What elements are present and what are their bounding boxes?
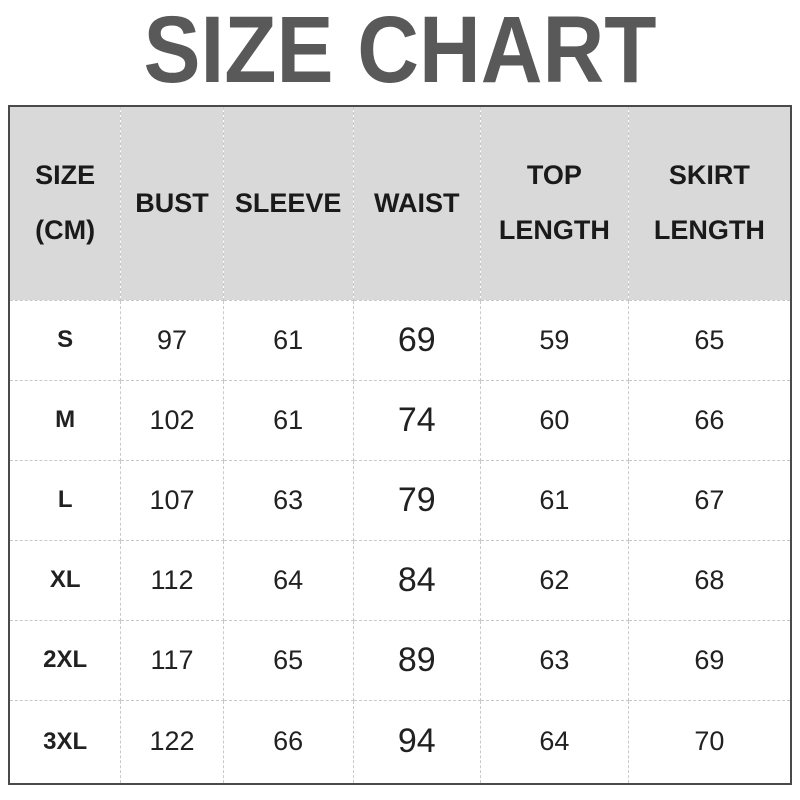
- value-cell: 66: [627, 379, 792, 461]
- size-cell: S: [8, 299, 122, 381]
- size-cell: XL: [8, 539, 122, 621]
- table-row: 2XL 117 65 89 63 69: [8, 619, 792, 701]
- header-line: (CM): [35, 215, 96, 246]
- value-cell: 97: [120, 299, 224, 381]
- value-cell: 62: [480, 539, 629, 621]
- header-line: LENGTH: [498, 215, 610, 246]
- value-cell: 107: [120, 459, 224, 541]
- value-cell: 69: [627, 619, 792, 701]
- value-cell: 117: [120, 619, 224, 701]
- value-cell: 84: [352, 539, 482, 621]
- value-cell: 63: [222, 459, 354, 541]
- table-row: L 107 63 79 61 67: [8, 459, 792, 541]
- header-row: SIZE (CM) BUST SLEEVE WAIST TOP LEN: [8, 105, 792, 301]
- value-cell: 64: [222, 539, 354, 621]
- value-cell: 64: [480, 699, 629, 785]
- value-cell: 68: [627, 539, 792, 621]
- table-row: S 97 61 69 59 65: [8, 299, 792, 381]
- value-cell: 61: [222, 299, 354, 381]
- value-cell: 70: [627, 699, 792, 785]
- header-line: BUST: [135, 187, 209, 218]
- value-cell: 60: [480, 379, 629, 461]
- size-cell: M: [8, 379, 122, 461]
- header-waist: WAIST: [352, 105, 482, 301]
- table-row: 3XL 122 66 94 64 70: [8, 699, 792, 785]
- value-cell: 66: [222, 699, 354, 785]
- value-cell: 59: [480, 299, 629, 381]
- value-cell: 122: [120, 699, 224, 785]
- table-row: XL 112 64 84 62 68: [8, 539, 792, 621]
- header-bust: BUST: [120, 105, 224, 301]
- size-cell: 3XL: [8, 699, 122, 785]
- value-cell: 61: [222, 379, 354, 461]
- header-line: SKIRT: [668, 160, 750, 191]
- value-cell: 65: [627, 299, 792, 381]
- size-cell: 2XL: [8, 619, 122, 701]
- header-line: LENGTH: [653, 215, 765, 246]
- value-cell: 69: [352, 299, 482, 381]
- value-cell: 79: [352, 459, 482, 541]
- header-top-length: TOP LENGTH: [480, 105, 629, 301]
- header-sleeve: SLEEVE: [222, 105, 354, 301]
- header-line: TOP: [526, 160, 582, 191]
- value-cell: 112: [120, 539, 224, 621]
- value-cell: 74: [352, 379, 482, 461]
- value-cell: 63: [480, 619, 629, 701]
- size-cell: L: [8, 459, 122, 541]
- page-title: SIZE CHART: [143, 0, 657, 103]
- header-skirt-length: SKIRT LENGTH: [627, 105, 792, 301]
- header-size-cm: SIZE (CM): [8, 105, 122, 301]
- value-cell: 89: [352, 619, 482, 701]
- header-line: SLEEVE: [234, 187, 342, 218]
- header-line: WAIST: [374, 187, 460, 218]
- size-chart-table: SIZE (CM) BUST SLEEVE WAIST TOP LEN: [8, 105, 792, 785]
- value-cell: 61: [480, 459, 629, 541]
- value-cell: 65: [222, 619, 354, 701]
- header-line: SIZE: [35, 160, 96, 191]
- value-cell: 102: [120, 379, 224, 461]
- value-cell: 67: [627, 459, 792, 541]
- table-row: M 102 61 74 60 66: [8, 379, 792, 461]
- value-cell: 94: [352, 699, 482, 785]
